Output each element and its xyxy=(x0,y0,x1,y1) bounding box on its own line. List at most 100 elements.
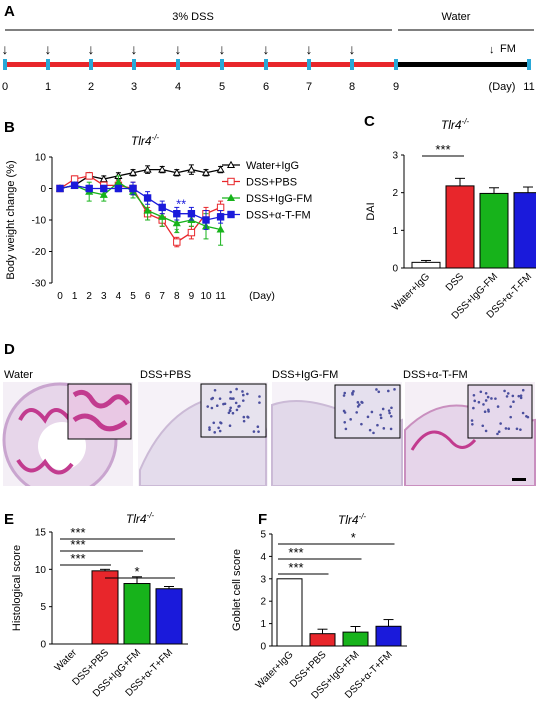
y-tick-label: 5 xyxy=(40,602,46,613)
histology-label-water: Water xyxy=(4,369,33,381)
y-tick-label: 2 xyxy=(260,597,266,608)
nucleus-dot xyxy=(342,394,346,397)
nucleus-dot xyxy=(242,393,245,397)
nucleus-dot xyxy=(358,403,361,406)
day-tick-11 xyxy=(527,59,531,70)
data-point xyxy=(158,212,167,220)
day-label-4: 4 xyxy=(175,81,181,93)
data-point xyxy=(85,172,93,180)
nucleus-dot xyxy=(231,411,235,415)
nucleus-dot xyxy=(256,425,260,429)
data-point xyxy=(187,165,196,173)
panel-label-e: E xyxy=(4,511,14,528)
data-point xyxy=(158,165,167,173)
day-label-3: 3 xyxy=(131,81,137,93)
data-point xyxy=(143,206,152,214)
nucleus-dot xyxy=(521,411,525,415)
data-point xyxy=(99,190,108,198)
nucleus-dot xyxy=(509,415,512,419)
day-tick-3 xyxy=(132,59,136,70)
y-axis-label: Body weight change (%) xyxy=(5,160,17,279)
nucleus-dot xyxy=(389,414,393,418)
day-tick-7 xyxy=(307,59,311,70)
panel-label-c: C xyxy=(364,113,375,130)
significance-label: * xyxy=(351,530,356,545)
scale-bar xyxy=(512,478,526,481)
fm-arrow-day-8: ↓ xyxy=(349,41,356,57)
nucleus-dot xyxy=(387,389,390,393)
nucleus-dot xyxy=(388,411,391,415)
nucleus-dot xyxy=(496,432,499,436)
legend-item: Water+IgG xyxy=(222,160,299,172)
inset-nuclei-dss-pbs xyxy=(206,387,261,434)
chart-title: Tlr4-/- xyxy=(338,512,367,527)
day-label-5: 5 xyxy=(219,81,225,93)
nucleus-dot xyxy=(487,408,490,412)
nucleus-dot xyxy=(229,390,232,394)
day-tick-4 xyxy=(176,59,180,70)
nucleus-dot xyxy=(389,427,393,431)
dss-label: 3% DSS xyxy=(172,11,214,23)
day-label-8: 8 xyxy=(349,81,355,93)
x-tick-label: 7 xyxy=(159,291,165,302)
bar xyxy=(155,588,183,645)
nucleus-dot xyxy=(246,415,249,419)
nucleus-dot xyxy=(387,409,391,412)
nucleus-dot xyxy=(515,427,519,431)
nucleus-dot xyxy=(509,405,512,408)
series-line xyxy=(59,168,221,190)
series-1 xyxy=(56,172,225,248)
nucleus-dot xyxy=(372,431,375,435)
significance-label: *** xyxy=(70,537,85,552)
nucleus-dot xyxy=(343,391,347,395)
nucleus-dot xyxy=(484,429,488,433)
fm-arrow-day-6: ↓ xyxy=(263,41,270,57)
panel-label-b: B xyxy=(4,119,15,136)
bar xyxy=(309,633,336,647)
y-tick-label: 10 xyxy=(35,565,47,576)
nucleus-dot xyxy=(496,405,500,408)
water-label: Water xyxy=(442,11,471,23)
significance-label: *** xyxy=(70,551,85,566)
data-point xyxy=(158,203,166,212)
nucleus-dot xyxy=(381,407,385,411)
inset-goblet-cells-water xyxy=(72,389,131,432)
y-tick-label: 0 xyxy=(40,640,46,651)
data-point xyxy=(187,228,196,237)
x-tick-label: 9 xyxy=(189,291,195,302)
nucleus-dot xyxy=(482,403,485,406)
fm-arrow-day-5: ↓ xyxy=(219,41,226,57)
day-tick-8 xyxy=(350,59,354,70)
data-point xyxy=(216,213,225,221)
nucleus-dot xyxy=(484,391,488,395)
nucleus-dot xyxy=(252,430,256,433)
y-tick-label: 3 xyxy=(260,574,266,585)
day-label-9: 9 xyxy=(393,81,399,93)
data-point xyxy=(173,210,181,218)
y-tick-label: -10 xyxy=(32,216,47,227)
legend-label: DSS+α-T-FM xyxy=(246,210,311,222)
legend-item: DSS+α-T-FM xyxy=(222,210,311,222)
nucleus-dot xyxy=(234,401,238,405)
y-tick-label: 1 xyxy=(392,226,398,237)
nucleus-dot xyxy=(212,421,216,425)
fm-arrow-day-7: ↓ xyxy=(306,41,313,57)
nucleus-dot xyxy=(472,406,475,410)
day-tick-2 xyxy=(89,59,93,70)
bar xyxy=(375,625,402,647)
y-tick-label: 15 xyxy=(35,528,47,539)
legend-item: DSS+IgG-FM xyxy=(222,193,312,205)
bar xyxy=(276,578,303,647)
bar xyxy=(445,185,475,269)
nucleus-dot xyxy=(343,411,347,414)
nucleus-dot xyxy=(499,422,502,425)
nucleus-dot xyxy=(218,397,222,400)
nucleus-dot xyxy=(210,406,214,410)
data-point xyxy=(129,184,137,193)
nucleus-dot xyxy=(235,387,238,391)
y-tick-label: 0 xyxy=(260,642,266,653)
y-tick-label: 0 xyxy=(40,184,46,195)
nucleus-dot xyxy=(368,428,372,432)
